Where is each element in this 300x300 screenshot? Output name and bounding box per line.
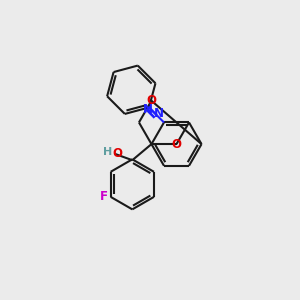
Text: H: H (103, 147, 112, 157)
Text: F: F (100, 190, 108, 203)
Text: N: N (153, 106, 164, 120)
Text: N: N (143, 103, 153, 116)
Text: O: O (172, 138, 182, 151)
Text: O: O (147, 94, 157, 107)
Text: O: O (112, 147, 122, 160)
